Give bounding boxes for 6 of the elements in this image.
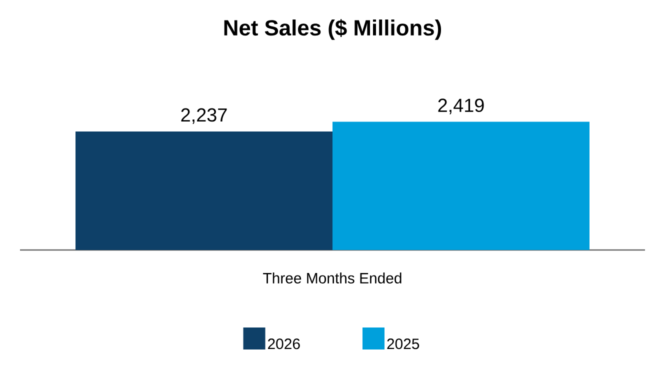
data-label: 2,419 bbox=[438, 98, 484, 114]
x-axis-title: Three Months Ended bbox=[263, 272, 402, 284]
chart-title: Net Sales ($ Millions) bbox=[224, 19, 442, 40]
data-label: 2,237 bbox=[181, 108, 227, 124]
legend-label: 2025 bbox=[387, 338, 420, 350]
legend-label: 2026 bbox=[268, 338, 300, 350]
